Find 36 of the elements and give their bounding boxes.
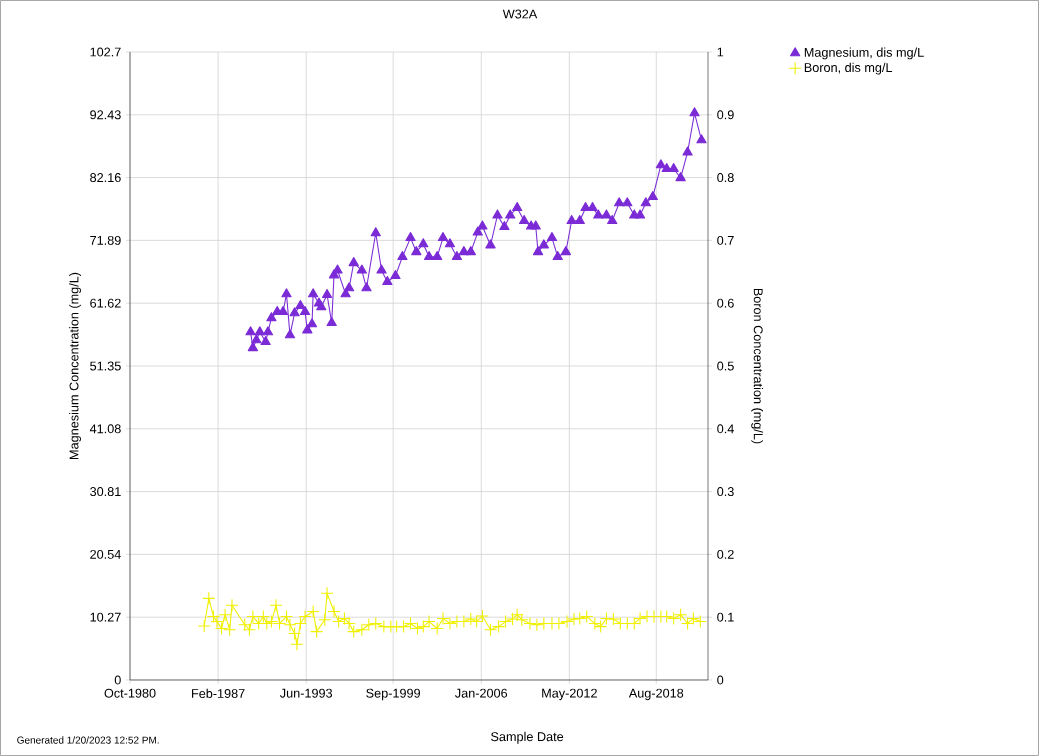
y2-tick-label: 0.7 bbox=[717, 235, 734, 245]
x-tick-label: Sep-1999 bbox=[366, 688, 420, 701]
y-tick-label: 71.89 bbox=[90, 235, 121, 245]
chart-title: W32A bbox=[502, 9, 538, 19]
y-tick-label: 0 bbox=[114, 675, 121, 685]
legend-label: Boron, dis mg/L bbox=[804, 62, 893, 75]
y2-tick-label: 0.5 bbox=[717, 361, 734, 371]
y-tick-label: 102.7 bbox=[90, 47, 121, 57]
y2-tick-label: 0.3 bbox=[717, 487, 734, 497]
y-tick-label: 10.27 bbox=[90, 612, 121, 622]
y-tick-label: 61.62 bbox=[90, 298, 121, 308]
x-tick-label: Oct-1980 bbox=[104, 688, 156, 698]
x-tick-label: Aug-2018 bbox=[628, 688, 684, 701]
y-tick-label: 41.08 bbox=[89, 424, 121, 434]
y-tick-label: 51.35 bbox=[90, 361, 121, 371]
text: Generated 1/20/2023 12:52 PM. bbox=[17, 736, 159, 744]
legend-label: Magnesium, dis mg/L bbox=[804, 47, 924, 60]
x-axis-title: Sample Date bbox=[491, 731, 564, 744]
y2-tick-label: 0.1 bbox=[717, 612, 734, 622]
y2-tick-label: 0.2 bbox=[717, 549, 734, 559]
y2-tick-label: 0.4 bbox=[717, 424, 734, 434]
y2-axis-title: Boron Concentration (mg/L) bbox=[751, 288, 764, 444]
y-tick-label: 30.81 bbox=[90, 487, 121, 497]
y2-tick-label: 0.9 bbox=[717, 110, 734, 120]
y-tick-label: 20.54 bbox=[90, 549, 121, 559]
y-axis-title: Magnesium Concentration (mg/L) bbox=[69, 272, 82, 459]
y2-tick-label: 0.6 bbox=[717, 298, 734, 308]
y-tick-label: 92.43 bbox=[90, 110, 121, 120]
y-tick-label: 82.16 bbox=[90, 173, 121, 183]
x-tick-label: Jun-1993 bbox=[279, 688, 333, 698]
x-tick-label: May-2012 bbox=[542, 688, 597, 701]
x-tick-label: Jan-2006 bbox=[455, 688, 508, 698]
x-tick-label: Feb-1987 bbox=[192, 688, 245, 698]
y2-tick-label: 1 bbox=[717, 47, 724, 57]
y2-tick-label: 0.8 bbox=[717, 173, 734, 183]
y2-tick-label: 0 bbox=[717, 675, 724, 685]
